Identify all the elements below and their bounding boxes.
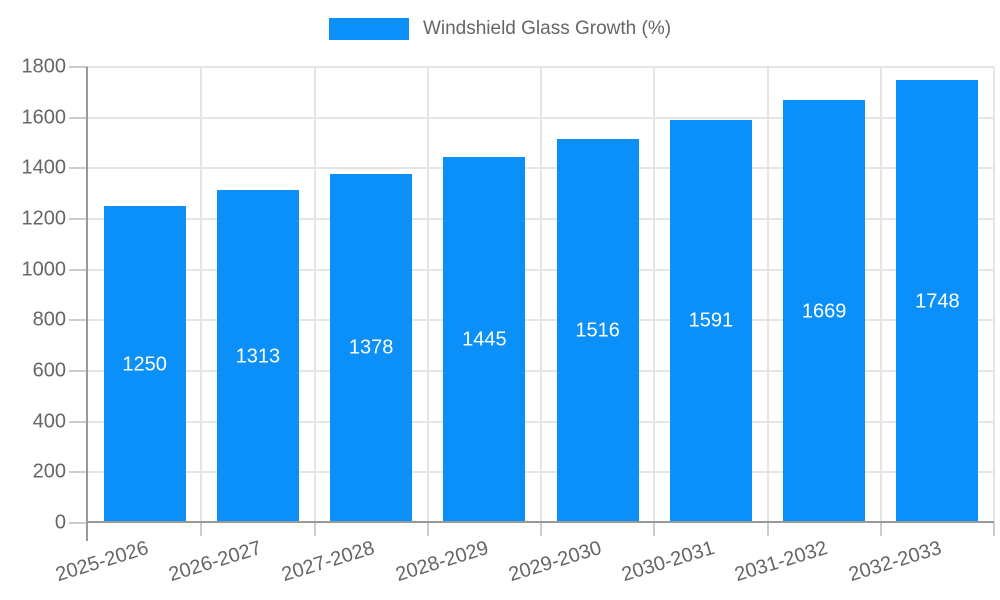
x-tick-label: 2028-2029: [392, 537, 491, 587]
y-tick-mark: [69, 522, 88, 524]
x-tick-mark: [993, 523, 995, 536]
x-tick-mark: [653, 523, 656, 536]
bar-value-label: 1378: [348, 336, 394, 359]
x-tick-mark: [313, 523, 316, 536]
y-tick-label: 1600: [21, 106, 67, 129]
y-tick-mark: [69, 471, 88, 474]
x-tick-label: 2030-2031: [619, 537, 718, 587]
gridline: [653, 67, 656, 523]
bar[interactable]: [783, 100, 866, 521]
bar-value-label: 1445: [462, 328, 507, 351]
x-tick-label: 2031-2032: [732, 537, 831, 587]
y-tick-mark: [69, 116, 88, 119]
y-tick-mark: [69, 167, 88, 170]
y-tick-label: 1200: [21, 207, 67, 230]
y-tick-label: 600: [32, 359, 66, 382]
x-tick-label: 2032-2033: [845, 537, 944, 587]
y-tick-mark: [69, 218, 88, 220]
y-tick-mark: [69, 268, 88, 271]
x-tick-mark: [200, 523, 203, 536]
bar[interactable]: [669, 119, 752, 521]
bar[interactable]: [216, 190, 299, 521]
x-axis-line: [86, 521, 994, 523]
gridline: [879, 67, 882, 523]
y-tick-label: 1000: [21, 258, 67, 281]
x-tick-mark: [426, 523, 429, 536]
y-tick-label: 200: [32, 460, 66, 483]
bar-value-label: 1250: [122, 353, 167, 376]
x-tick-mark: [766, 523, 769, 536]
y-tick-mark: [69, 319, 88, 322]
bar-value-label: 1748: [915, 290, 960, 313]
y-tick-mark: [69, 420, 88, 423]
bar[interactable]: [443, 156, 526, 521]
y-tick-label: 1800: [21, 55, 67, 78]
gridline: [993, 67, 995, 523]
gridline: [200, 67, 203, 523]
x-tick-label: 2029-2030: [506, 537, 605, 587]
gridline: [313, 67, 316, 523]
bar[interactable]: [103, 206, 186, 521]
bar[interactable]: [330, 173, 413, 521]
y-tick-label: 0: [54, 511, 66, 534]
x-tick-mark: [879, 523, 882, 536]
bar-value-label: 1516: [575, 319, 620, 342]
gridline: [540, 67, 542, 523]
bar-value-label: 1669: [801, 300, 847, 323]
bar[interactable]: [556, 138, 639, 521]
legend-label: Windshield Glass Growth (%): [422, 18, 672, 39]
x-tick-label: 2027-2028: [279, 537, 378, 587]
legend-swatch: [328, 18, 409, 40]
y-tick-label: 1400: [21, 156, 67, 179]
bar-value-label: 1591: [688, 309, 734, 332]
gridline: [426, 67, 429, 523]
y-tick-mark: [69, 370, 88, 372]
chart-legend[interactable]: Windshield Glass Growth (%): [0, 18, 1000, 40]
x-tick-label: 2026-2027: [166, 537, 265, 587]
bar[interactable]: [896, 80, 979, 521]
y-axis-line: [86, 67, 88, 541]
bar-value-label: 1313: [235, 345, 281, 368]
x-tick-mark: [540, 523, 542, 536]
gridline: [766, 67, 769, 523]
y-tick-label: 800: [32, 308, 66, 331]
x-tick-label: 2025-2026: [53, 537, 152, 587]
y-tick-mark: [69, 66, 88, 68]
y-tick-label: 400: [32, 410, 66, 433]
